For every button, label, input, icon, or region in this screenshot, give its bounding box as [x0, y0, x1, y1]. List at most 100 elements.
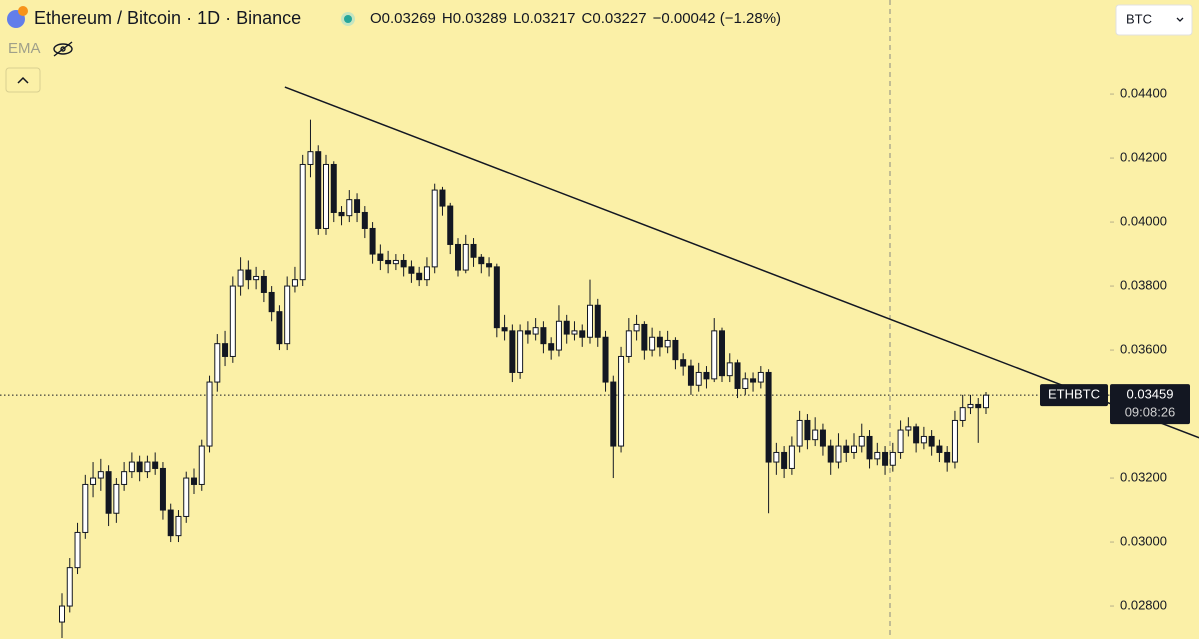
candle-body: [835, 445, 842, 463]
candle-body: [260, 275, 267, 293]
candle-body: [913, 426, 920, 444]
candle-body: [206, 381, 213, 447]
candle-body: [765, 371, 772, 463]
candle-body: [121, 471, 128, 485]
candle-body: [959, 407, 966, 421]
candle-body: [90, 477, 97, 485]
y-tick-label: 0.03200: [1120, 469, 1167, 484]
candle-body: [291, 279, 298, 287]
candle-body: [144, 461, 151, 473]
candle-body: [408, 266, 415, 274]
candle-body: [369, 227, 376, 255]
candle-body: [905, 426, 912, 431]
candle-body: [532, 327, 539, 335]
candle-body: [618, 355, 625, 447]
candle-body: [819, 429, 826, 447]
candle-body: [548, 343, 555, 351]
candle-body: [874, 451, 881, 460]
candle-body: [136, 461, 143, 473]
candle-body: [967, 403, 974, 409]
chevron-down: [1176, 17, 1184, 22]
ohlc-item: O0.03269: [370, 10, 436, 27]
candle-body: [128, 461, 135, 473]
candle-body: [284, 285, 291, 345]
candle-body: [750, 378, 757, 383]
candle-body: [377, 253, 384, 261]
header: Ethereum / Bitcoin · 1D · Binance O0.032…: [5, 6, 781, 93]
hide-icon[interactable]: [53, 41, 73, 57]
candle-body: [625, 330, 632, 357]
candle-body: [579, 330, 586, 338]
candle-body: [928, 435, 935, 447]
candle-body: [338, 211, 345, 217]
candle-body: [695, 371, 702, 386]
candle-body: [633, 323, 640, 332]
candle-body: [656, 336, 663, 348]
y-tick-label: 0.03600: [1120, 341, 1167, 356]
y-tick-label: 0.03800: [1120, 277, 1167, 292]
candle-body: [827, 445, 834, 463]
y-tick-label: 0.04000: [1120, 214, 1167, 229]
candle-body: [470, 243, 477, 258]
candle-body: [493, 266, 500, 329]
candle-body: [237, 269, 244, 287]
candle-body: [152, 461, 159, 469]
candle-body: [66, 567, 73, 607]
candle-body: [307, 151, 314, 165]
candle-body: [167, 509, 174, 537]
candle-body: [323, 163, 329, 229]
candle-body: [354, 199, 361, 213]
candle-body: [734, 362, 741, 389]
candle-body: [858, 435, 865, 447]
candle-body: [687, 365, 694, 386]
trendline: [284, 86, 1199, 439]
candle-body: [851, 445, 857, 453]
candle-body: [983, 394, 989, 409]
candle-body: [936, 445, 943, 453]
candle-body: [649, 336, 656, 351]
currency-selector[interactable]: BTC: [1115, 4, 1193, 36]
candle-body: [431, 189, 438, 268]
chevron-up: [17, 76, 29, 84]
candle-body: [486, 263, 493, 268]
candle-body: [804, 419, 811, 441]
candle-body: [299, 163, 306, 281]
candle-body: [563, 320, 570, 335]
candle-body: [330, 163, 337, 213]
candle-body: [920, 435, 927, 444]
candle-body: [524, 330, 531, 335]
candle-body: [253, 275, 260, 281]
candle-body: [416, 272, 423, 281]
candle-body: [501, 327, 508, 332]
candle-body: [680, 359, 687, 367]
collapse-button[interactable]: [5, 67, 41, 93]
candle-body: [602, 336, 609, 383]
candle-body: [703, 371, 710, 380]
candle-body: [944, 451, 951, 463]
countdown-label: 09:08:26: [1125, 405, 1176, 420]
price-label: 0.03459: [1127, 387, 1174, 402]
candle-body: [889, 451, 896, 466]
candle-body: [664, 339, 671, 348]
candle-body: [392, 259, 399, 265]
candle-body: [812, 429, 819, 441]
candle-body: [951, 419, 958, 463]
candle-body: [315, 151, 322, 229]
candle-body: [268, 291, 275, 313]
candle-body: [361, 211, 368, 229]
title: Ethereum / Bitcoin · 1D · Binance: [34, 8, 301, 28]
candle-body: [183, 477, 190, 517]
y-tick-label: 0.03000: [1120, 533, 1167, 548]
candle-body: [229, 285, 236, 357]
candle-body: [175, 515, 182, 537]
candle-body: [462, 243, 469, 271]
candle-body: [587, 304, 593, 338]
candle-body: [757, 371, 764, 383]
candle-body: [455, 243, 461, 271]
candle-body: [773, 451, 780, 463]
symbol-box: [1040, 384, 1108, 407]
ohlc-item: C0.03227: [582, 10, 647, 27]
candle-body: [866, 435, 873, 460]
y-tick-label: 0.02800: [1120, 597, 1167, 612]
